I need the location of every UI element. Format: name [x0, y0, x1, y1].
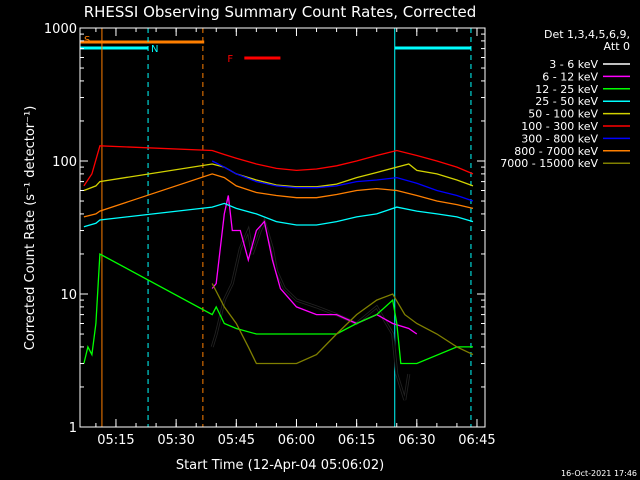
x-axis-label: Start Time (12-Apr-04 05:06:02)	[176, 458, 384, 473]
y-tick-label: 10	[60, 288, 77, 303]
series-line	[83, 202, 474, 228]
plot-frame	[79, 27, 486, 428]
y-tick-label: 100	[52, 155, 77, 170]
legend-entry-label: 12 - 25 keV	[535, 83, 598, 96]
x-tick-label: 06:00	[278, 433, 315, 448]
legend-entry-label: 3 - 6 keV	[549, 58, 598, 71]
series-line	[83, 173, 474, 218]
legend-entry-label: 100 - 300 keV	[521, 120, 598, 133]
legend-entry-label: 300 - 800 keV	[521, 132, 598, 145]
series-line	[83, 163, 474, 192]
x-tick-label: 05:30	[157, 433, 194, 448]
y-tick-label: 1	[69, 421, 77, 436]
series-line	[211, 283, 474, 365]
x-tick-label: 05:45	[218, 433, 255, 448]
series-line	[83, 252, 473, 365]
x-tick-label: 06:15	[338, 433, 375, 448]
x-tick-label: 05:15	[97, 433, 134, 448]
series-layer	[83, 145, 474, 401]
flag-layer: S N F	[80, 35, 471, 65]
legend-entry-label: 6 - 12 keV	[542, 70, 598, 83]
y-axis-label: Corrected Count Rate (s⁻¹ detector⁻¹)	[23, 106, 38, 351]
series-line	[211, 219, 410, 401]
legend-entry-label: 25 - 50 keV	[535, 95, 598, 108]
chart-title: RHESSI Observing Summary Count Rates, Co…	[84, 3, 477, 21]
series-line	[83, 145, 474, 187]
series-line	[211, 160, 474, 202]
x-tick-label: 06:45	[458, 433, 495, 448]
y-tick-label: 1000	[44, 22, 77, 37]
footer-date: 16-Oct-2021 17:46	[561, 469, 637, 478]
legend-entry-label: 800 - 7000 keV	[514, 145, 598, 158]
flag-label: F	[227, 54, 233, 65]
legend-entry-label: 7000 - 15000 keV	[500, 157, 598, 170]
legend-header: Det 1,3,4,5,6,9,	[544, 28, 630, 41]
flag-label: S	[84, 35, 90, 46]
legend-header: Att 0	[604, 40, 630, 53]
x-tick-label: 06:30	[398, 433, 435, 448]
legend-entry-label: 50 - 100 keV	[528, 108, 598, 121]
flag-label: N	[151, 44, 158, 55]
axis-layer: 05:15 05:30 05:45 06:00 06:15 06:30 06:45 1 10 10…	[44, 22, 496, 448]
